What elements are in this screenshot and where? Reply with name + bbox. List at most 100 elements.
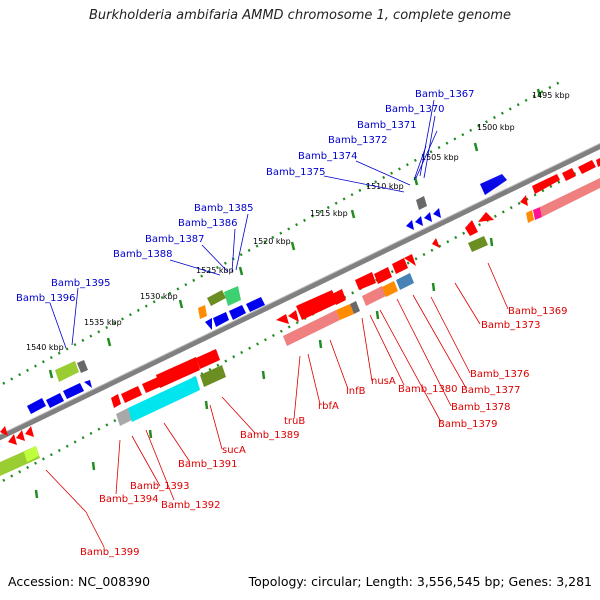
gene-arrow[interactable]	[392, 258, 408, 274]
gene-label[interactable]: Bamb_1387	[145, 234, 205, 245]
gene-arrow[interactable]	[213, 312, 229, 327]
kbp-label: 1535 kbp	[84, 318, 122, 327]
gene-arrow[interactable]	[562, 168, 576, 181]
gene-arrow[interactable]	[283, 310, 340, 346]
gene-arrow[interactable]	[224, 286, 241, 306]
gene-arrow[interactable]	[532, 174, 560, 194]
gene-arrow[interactable]	[404, 254, 416, 266]
gene-arrow[interactable]	[520, 195, 528, 206]
gene-arrow[interactable]	[121, 386, 142, 403]
gene-label[interactable]: Bamb_1394	[99, 494, 159, 505]
gene-label[interactable]: infB	[346, 386, 366, 397]
gene-label[interactable]: Bamb_1399	[80, 547, 140, 558]
gene-arrow[interactable]	[478, 212, 494, 222]
gene-arrow[interactable]	[416, 196, 427, 210]
gene-label[interactable]: rbfA	[318, 401, 339, 412]
forward-strand-genes	[27, 158, 600, 414]
gene-arrow[interactable]	[432, 238, 440, 248]
kbp-label: 1500 kbp	[477, 123, 515, 132]
gene-arrow[interactable]	[596, 158, 600, 167]
gene-label[interactable]: Bamb_1386	[178, 218, 238, 229]
gene-arrow[interactable]	[196, 349, 220, 369]
gene-label[interactable]: Bamb_1391	[178, 459, 238, 470]
gene-arrow[interactable]	[116, 408, 132, 426]
gene-arrow[interactable]	[246, 297, 265, 312]
kbp-label: 1515 kbp	[310, 209, 348, 218]
kbp-label: 1495 kbp	[532, 91, 570, 100]
gene-label[interactable]: Bamb_1367	[415, 89, 475, 100]
accession-text: Accession: NC_008390	[8, 574, 151, 589]
bottom-label-leaders	[45, 262, 509, 548]
gene-arrow[interactable]	[207, 290, 226, 306]
gene-arrow[interactable]	[533, 207, 542, 220]
gene-arrow[interactable]	[396, 273, 414, 290]
gene-arrow[interactable]	[111, 394, 121, 408]
gene-label[interactable]: Bamb_1379	[438, 419, 498, 430]
kbp-label: 1520 kbp	[253, 237, 291, 246]
gene-label[interactable]: Bamb_1380	[398, 384, 458, 395]
gene-label[interactable]: Bamb_1389	[240, 430, 300, 441]
gene-arrow[interactable]	[433, 208, 441, 218]
gene-arrow[interactable]	[63, 383, 84, 399]
gene-arrow[interactable]	[415, 216, 423, 226]
gene-label[interactable]: Bamb_1392	[161, 500, 221, 511]
gene-arrow[interactable]	[288, 310, 299, 322]
gene-arrow[interactable]	[468, 236, 488, 252]
gene-label[interactable]: sucA	[222, 445, 246, 456]
gene-arrow[interactable]	[198, 305, 207, 319]
outer-track-dotted	[0, 80, 561, 387]
gene-arrow[interactable]	[156, 357, 200, 388]
gene-label[interactable]: Bamb_1385	[194, 203, 254, 214]
gene-arrow[interactable]	[25, 426, 34, 437]
gene-label[interactable]: Bamb_1374	[298, 151, 358, 162]
gene-arrow[interactable]	[406, 220, 414, 230]
gene-arrow[interactable]	[465, 220, 478, 236]
gene-label[interactable]: truB	[284, 416, 305, 427]
topology-text: Topology: circular; Length: 3,556,545 bp…	[248, 574, 592, 589]
reverse-strand-genes	[0, 178, 600, 476]
gene-arrow[interactable]	[578, 160, 596, 174]
gene-arrow[interactable]	[336, 304, 354, 320]
gene-label[interactable]: Bamb_1375	[266, 167, 326, 178]
gene-label[interactable]: nusA	[371, 376, 396, 387]
gene-label[interactable]: Bamb_1369	[508, 306, 568, 317]
gene-arrow[interactable]	[55, 361, 79, 382]
gene-arrow[interactable]	[350, 301, 360, 314]
gene-label[interactable]: Bamb_1370	[385, 104, 445, 115]
gene-label[interactable]: Bamb_1377	[461, 385, 521, 396]
gene-label[interactable]: Bamb_1393	[130, 481, 190, 492]
outer-major-ticks	[48, 88, 542, 379]
gene-arrow[interactable]	[374, 267, 392, 284]
gene-arrow[interactable]	[355, 272, 376, 290]
gene-label[interactable]: Bamb_1396	[16, 293, 76, 304]
gene-arrow[interactable]	[332, 289, 346, 305]
gene-label[interactable]: Bamb_1376	[470, 369, 530, 380]
gene-arrow[interactable]	[0, 426, 8, 436]
gene-label[interactable]: Bamb_1378	[451, 402, 511, 413]
gene-arrow[interactable]	[24, 446, 39, 462]
gene-arrow[interactable]	[142, 377, 162, 393]
gene-label[interactable]: Bamb_1395	[51, 278, 111, 289]
gene-arrow[interactable]	[205, 318, 212, 330]
gene-arrow[interactable]	[8, 434, 17, 445]
gene-arrow[interactable]	[526, 210, 534, 223]
gene-arrow[interactable]	[128, 376, 200, 422]
gene-label[interactable]: Bamb_1373	[481, 320, 541, 331]
gene-arrow[interactable]	[84, 380, 92, 388]
gene-label[interactable]: Bamb_1388	[113, 249, 173, 260]
gene-arrow[interactable]	[16, 430, 25, 441]
gene-arrow[interactable]	[46, 393, 64, 408]
gene-arrow[interactable]	[540, 178, 600, 217]
gene-label[interactable]: Bamb_1372	[328, 135, 388, 146]
gene-arrow[interactable]	[200, 365, 226, 387]
gene-arrow[interactable]	[229, 305, 246, 320]
gene-arrow[interactable]	[27, 398, 46, 414]
gene-arrow[interactable]	[77, 360, 88, 373]
gene-arrow[interactable]	[382, 281, 398, 297]
gene-arrow[interactable]	[296, 290, 338, 320]
gene-arrow[interactable]	[276, 314, 289, 324]
gene-arrow[interactable]	[362, 286, 386, 306]
gene-label[interactable]: Bamb_1371	[357, 120, 417, 131]
gene-arrow[interactable]	[424, 212, 432, 222]
